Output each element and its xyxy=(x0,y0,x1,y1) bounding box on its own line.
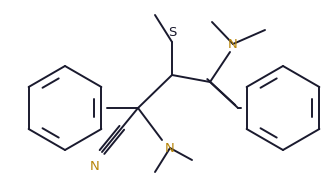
Text: N: N xyxy=(228,37,238,51)
Text: S: S xyxy=(168,27,176,40)
Text: N: N xyxy=(165,142,175,154)
Text: N: N xyxy=(90,160,100,173)
